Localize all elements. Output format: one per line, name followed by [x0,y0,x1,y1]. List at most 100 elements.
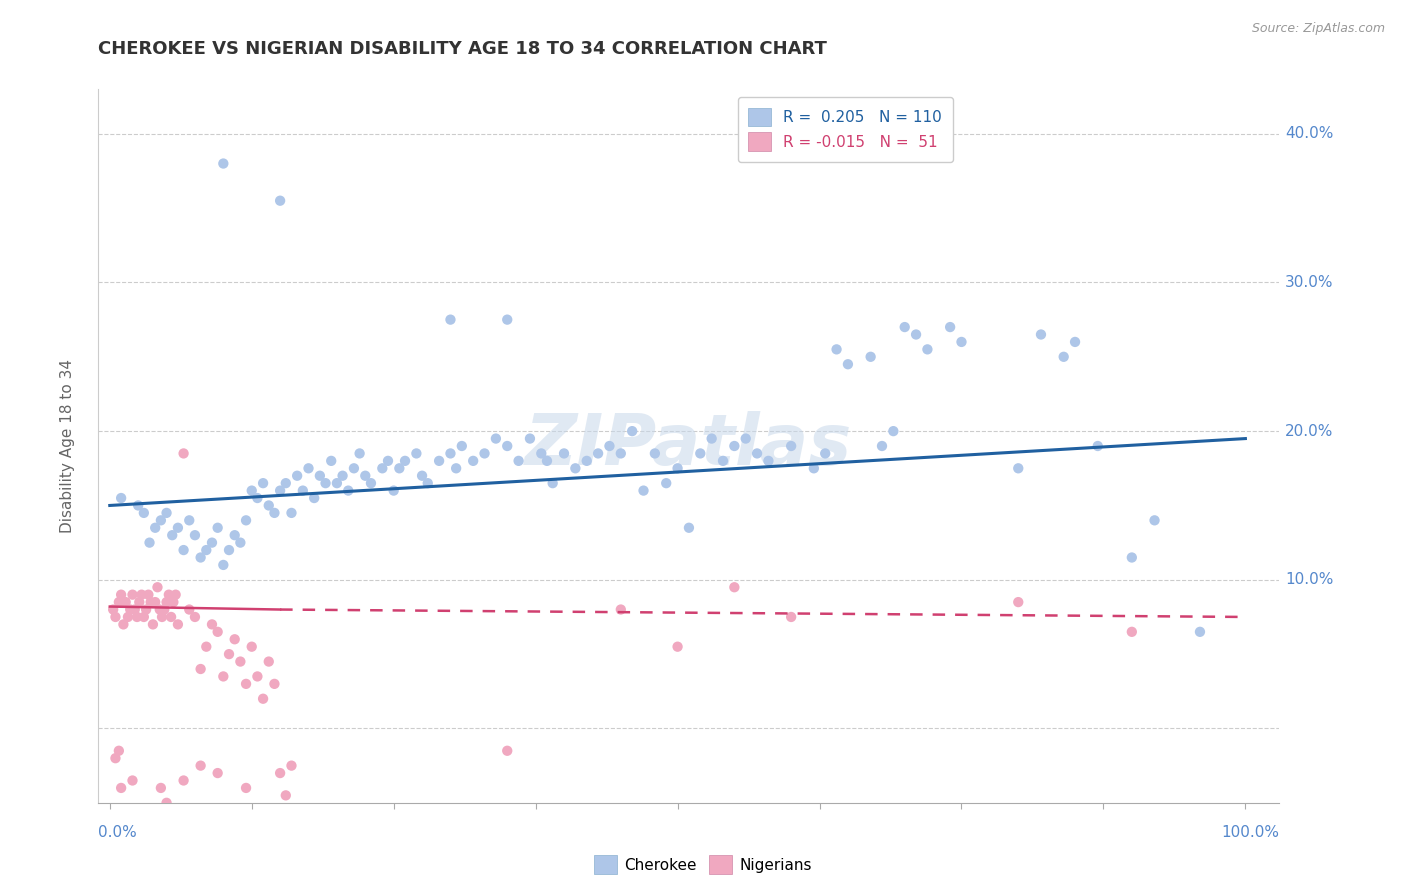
Point [598,439,620,453]
Point [411,468,433,483]
Point [474,446,496,460]
Point [235,780,257,795]
Point [678,521,700,535]
Point [394,454,416,468]
Point [114,595,136,609]
Point [633,483,655,498]
Legend: Cherokee, Nigerians: Cherokee, Nigerians [588,849,818,880]
Point [229,535,252,549]
Point [745,446,768,460]
Point [689,446,711,460]
Point [167,521,190,535]
Point [354,468,377,483]
Point [149,513,172,527]
Point [1121,550,1143,565]
Point [519,432,541,446]
Point [195,640,218,654]
Point [104,751,127,765]
Point [173,543,195,558]
Y-axis label: Disability Age 18 to 34: Disability Age 18 to 34 [60,359,75,533]
Point [190,758,212,772]
Point [201,617,224,632]
Point [246,825,269,839]
Point [905,327,928,342]
Point [235,513,257,527]
Point [135,602,157,616]
Point [280,506,302,520]
Point [190,550,212,565]
Point [291,483,314,498]
Point [439,312,461,326]
Point [235,677,257,691]
Point [179,602,201,616]
Point [155,595,177,609]
Point [224,632,246,647]
Point [257,499,280,513]
Point [893,320,915,334]
Point [700,432,723,446]
Text: ZIPatlas: ZIPatlas [526,411,852,481]
Point [541,476,564,491]
Point [138,535,160,549]
Point [1053,350,1076,364]
Point [179,513,201,527]
Point [496,312,519,326]
Point [1188,624,1211,639]
Point [360,476,382,491]
Point [138,803,160,817]
Point [711,454,734,468]
Point [212,156,235,170]
Point [121,773,143,788]
Point [882,424,904,438]
Point [269,194,291,208]
Point [621,424,644,438]
Point [173,446,195,460]
Point [377,454,399,468]
Point [553,446,575,460]
Point [240,640,263,654]
Point [110,491,132,505]
Point [274,476,297,491]
Point [780,610,803,624]
Point [666,461,689,475]
Point [131,588,153,602]
Point [138,588,160,602]
Point [439,446,461,460]
Text: 0.0%: 0.0% [98,825,138,840]
Text: Source: ZipAtlas.com: Source: ZipAtlas.com [1251,22,1385,36]
Point [104,610,127,624]
Point [343,461,366,475]
Point [405,446,427,460]
Point [825,343,848,357]
Point [184,610,207,624]
Point [734,432,756,446]
Point [195,543,218,558]
Point [610,446,633,460]
Point [112,617,135,632]
Point [142,617,165,632]
Point [115,818,138,832]
Point [337,483,360,498]
Point [149,780,172,795]
Point [1143,513,1166,527]
Point [252,691,274,706]
Text: 100.0%: 100.0% [1222,825,1279,840]
Point [150,610,173,624]
Point [297,461,319,475]
Point [939,320,962,334]
Point [859,350,882,364]
Point [485,432,508,446]
Point [917,343,939,357]
Point [252,476,274,491]
Point [530,446,553,460]
Point [149,602,172,616]
Point [212,669,235,683]
Point [575,454,598,468]
Point [120,602,142,616]
Point [1121,624,1143,639]
Point [1007,595,1029,609]
Point [127,499,149,513]
Point [218,647,240,661]
Point [309,468,332,483]
Point [814,446,837,460]
